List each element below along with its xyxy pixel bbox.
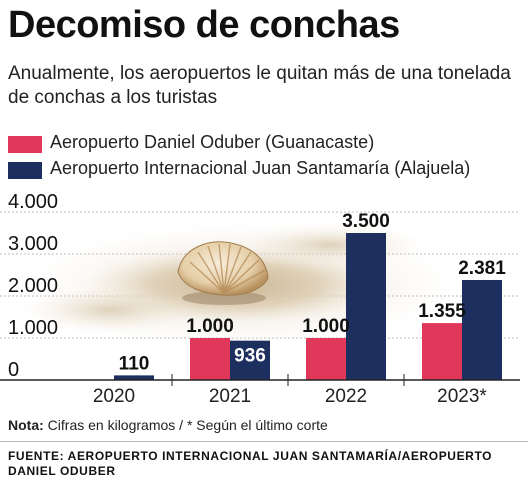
legend-label-daniel-oduber: Aeropuerto Daniel Oduber (Guanacaste): [50, 132, 375, 152]
data-label: 2.381: [458, 258, 506, 279]
x-tick-label: 2021: [209, 386, 251, 407]
bar-juan-santamaria: [346, 233, 386, 380]
chart-source: FUENTE: AEROPUERTO INTERNACIONAL JUAN SA…: [8, 449, 493, 478]
bar-juan-santamaria: [230, 340, 270, 380]
note-text: Cifras en kilogramos / * Según el último…: [43, 417, 328, 433]
seashell-illustration: [177, 241, 269, 305]
chart-note: Nota: Cifras en kilogramos / * Según el …: [8, 417, 328, 433]
x-tick-label: 2022: [325, 386, 367, 407]
note-label: Nota:: [8, 417, 44, 433]
legend-swatch-juan-santamaria: [8, 162, 42, 179]
y-tick-label: 4.000: [8, 191, 58, 213]
legend-label-juan-santamaria: Aeropuerto Internacional Juan Santamaría…: [50, 158, 471, 178]
bar-juan-santamaria: [114, 375, 154, 380]
y-tick-label: 0: [8, 359, 19, 381]
data-label: 936: [234, 346, 266, 367]
bar-daniel-oduber: [306, 338, 346, 380]
chart-subtitle: Anualmente, los aeropuertos le quitan má…: [8, 63, 511, 108]
divider: [0, 441, 528, 442]
bar-juan-santamaria: [462, 279, 502, 380]
data-label: 1.355: [418, 301, 466, 322]
data-label: 1.000: [302, 316, 350, 337]
y-tick-label: 2.000: [8, 275, 58, 297]
y-tick-label: 3.000: [8, 233, 58, 255]
legend-swatch-daniel-oduber: [8, 136, 42, 153]
data-label: 110: [119, 353, 150, 374]
x-tick-label: 2020: [93, 386, 135, 407]
y-tick-label: 1.000: [8, 317, 58, 339]
x-tick-label: 2023*: [437, 386, 487, 407]
bar-daniel-oduber: [190, 338, 230, 380]
chart-title: Decomiso de conchas: [8, 4, 400, 46]
bar-daniel-oduber: [422, 323, 462, 380]
data-label: 1.000: [186, 316, 234, 337]
data-label: 3.500: [342, 211, 390, 232]
